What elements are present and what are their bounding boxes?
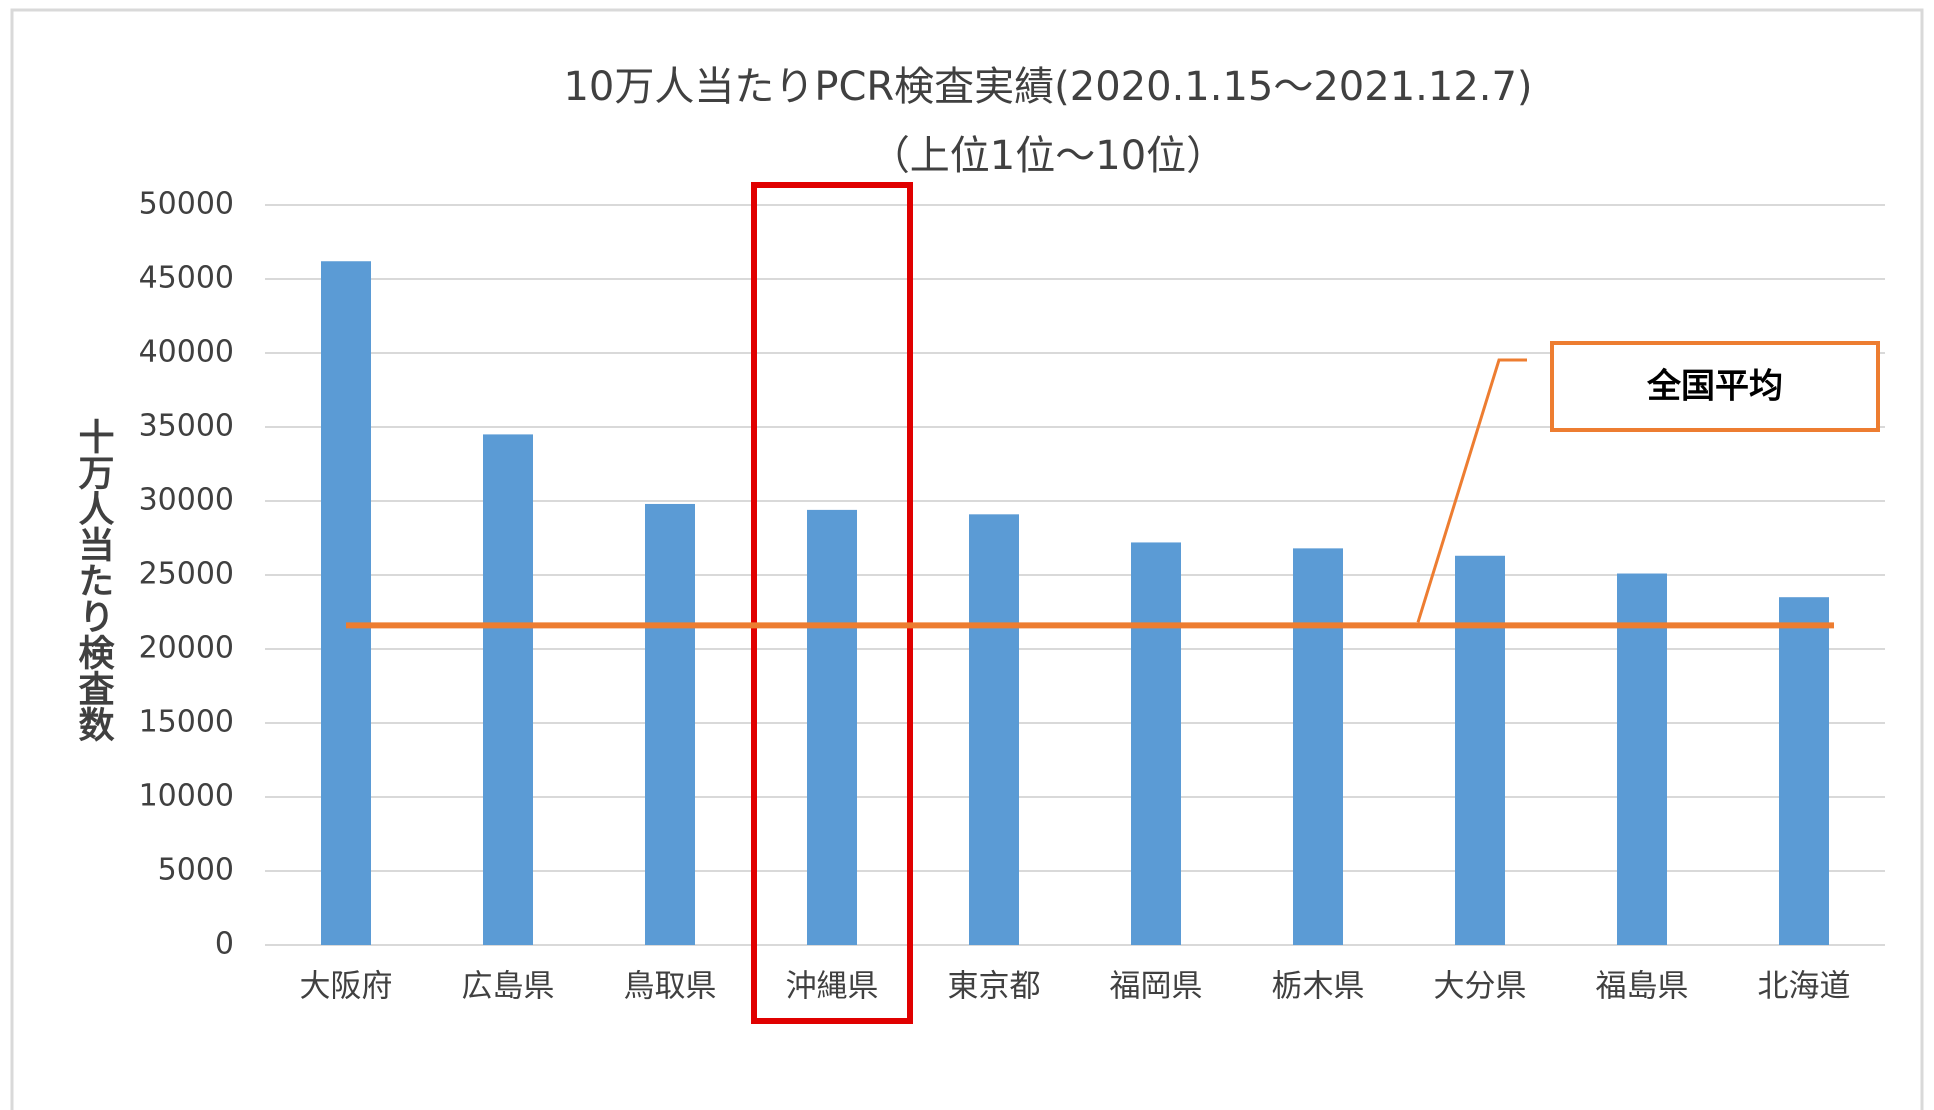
y-tick-label: 20000 — [139, 631, 234, 666]
bar — [645, 503, 695, 945]
y-tick-label: 25000 — [139, 557, 234, 592]
x-tick-label: 北海道 — [1758, 969, 1851, 1005]
chart-title: 10万人当たりPCR検査実績(2020.1.15～2021.12.7) — [563, 64, 1532, 110]
x-tick-label: 沖縄県 — [786, 969, 879, 1005]
bar — [1455, 555, 1505, 945]
y-tick-label: 45000 — [139, 261, 234, 296]
y-tick-label: 15000 — [139, 705, 234, 740]
chart-subtitle: （上位1位～10位） — [870, 133, 1226, 179]
x-tick-label: 福島県 — [1596, 969, 1689, 1005]
x-tick-label: 鳥取県 — [624, 969, 717, 1005]
highlight-box — [751, 182, 913, 1024]
bar — [1779, 597, 1829, 945]
reference-label-box — [1550, 341, 1880, 432]
leader-line — [1416, 358, 1527, 623]
y-tick-label: 30000 — [139, 483, 234, 518]
bar — [969, 514, 1019, 945]
y-tick-label: 40000 — [139, 335, 234, 370]
bar — [321, 261, 371, 945]
x-tick-label: 広島県 — [462, 969, 555, 1005]
bar — [1131, 542, 1181, 945]
bar — [483, 434, 533, 945]
x-tick-label: 大阪府 — [300, 969, 393, 1005]
y-tick-label: 50000 — [139, 187, 234, 222]
x-tick-label: 栃木県 — [1272, 969, 1365, 1005]
x-tick-label: 大分県 — [1434, 969, 1527, 1005]
reference-label: 全国平均 — [1646, 367, 1783, 407]
y-tick-label: 0 — [215, 927, 234, 962]
x-tick-label: 東京都 — [948, 969, 1041, 1005]
bar — [807, 509, 857, 945]
y-tick-label: 5000 — [158, 853, 234, 888]
y-axis-label: 十万人当たり検査数 — [73, 418, 115, 742]
bar — [1293, 548, 1343, 945]
y-tick-label: 35000 — [139, 409, 234, 444]
bar — [1617, 573, 1667, 945]
y-tick-label: 10000 — [139, 779, 234, 814]
x-tick-label: 福岡県 — [1110, 969, 1203, 1005]
